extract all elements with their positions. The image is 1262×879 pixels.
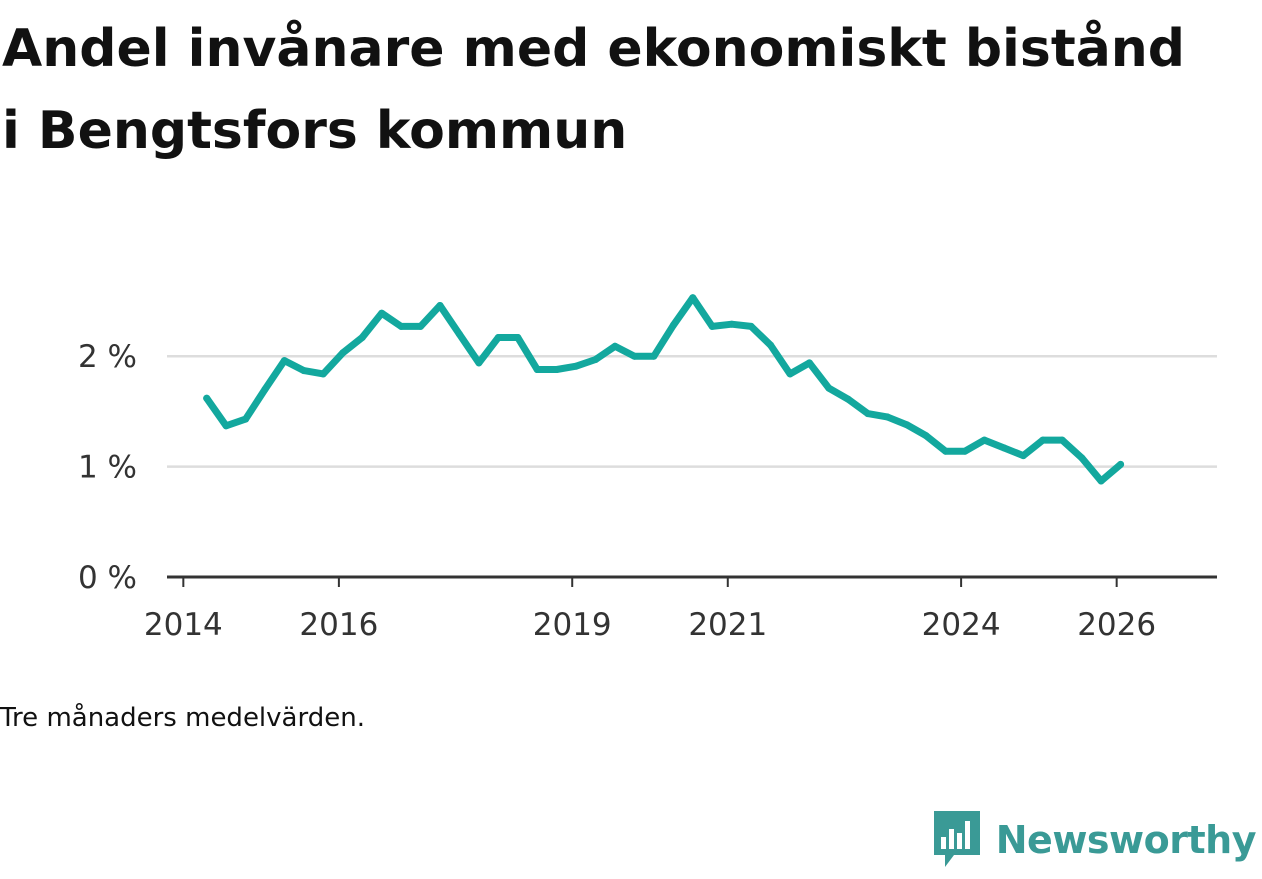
y-tick-label: 0 %	[78, 560, 137, 596]
chart-note: Tre månaders medelvärden.	[0, 703, 365, 733]
data-point	[475, 359, 483, 367]
data-point	[767, 341, 775, 349]
data-point	[455, 330, 463, 338]
data-point	[611, 342, 619, 350]
series-layer	[203, 294, 1125, 485]
data-point	[961, 447, 969, 455]
data-point	[533, 366, 541, 373]
x-tick-label: 2014	[144, 607, 223, 643]
data-point	[1000, 444, 1008, 452]
data-point	[669, 321, 677, 329]
data-point	[650, 352, 658, 360]
data-point	[728, 320, 736, 328]
data-point	[844, 395, 852, 403]
x-tick-label: 2026	[1077, 607, 1156, 643]
data-point	[1097, 477, 1105, 485]
data-point	[1117, 460, 1125, 468]
data-point	[436, 302, 444, 309]
x-tick-label: 2016	[299, 607, 378, 643]
data-point	[553, 366, 561, 373]
y-axis-labels: 0 % 1 % 2 %	[78, 339, 137, 596]
data-point	[1078, 454, 1086, 462]
data-point	[261, 385, 269, 393]
data-point	[1058, 436, 1066, 444]
data-point	[203, 394, 211, 402]
data-point	[708, 322, 716, 330]
series-line	[203, 294, 1125, 485]
data-point	[883, 413, 891, 421]
newsworthy-logo-icon	[933, 811, 980, 867]
data-point	[339, 349, 347, 357]
data-point	[903, 421, 911, 429]
data-point	[378, 309, 386, 317]
x-axis-ticks: 2014 2016 2019 2021 2024 2026	[144, 577, 1156, 643]
data-point	[494, 334, 502, 341]
data-point	[786, 370, 794, 378]
x-tick-label: 2024	[922, 607, 1001, 643]
chart-title: Andel invånare med ekonomiskt bistånd i …	[2, 19, 1186, 161]
data-point	[922, 432, 930, 440]
data-point	[1019, 452, 1027, 460]
data-point	[222, 422, 230, 430]
y-tick-label: 2 %	[78, 339, 137, 375]
data-point	[319, 370, 327, 378]
data-point	[572, 362, 580, 370]
x-tick-label: 2019	[533, 607, 612, 643]
data-point	[280, 357, 288, 365]
brand-name: Newsworthy	[995, 818, 1257, 862]
data-point	[630, 352, 638, 360]
data-point	[417, 322, 425, 330]
x-tick-label: 2021	[688, 607, 767, 643]
data-point	[242, 415, 250, 423]
data-point	[514, 334, 522, 341]
data-point	[805, 359, 813, 367]
data-point	[592, 356, 600, 363]
data-point	[747, 322, 755, 330]
data-point	[864, 410, 872, 418]
data-point	[825, 384, 833, 392]
data-point	[358, 334, 366, 341]
data-point	[300, 367, 308, 375]
data-point	[397, 322, 405, 330]
brand-logo: Newsworthy	[932, 809, 1257, 871]
data-point	[689, 294, 697, 302]
y-tick-label: 1 %	[78, 450, 137, 486]
data-point	[980, 436, 988, 444]
data-point	[942, 447, 950, 455]
data-point	[1039, 436, 1047, 444]
